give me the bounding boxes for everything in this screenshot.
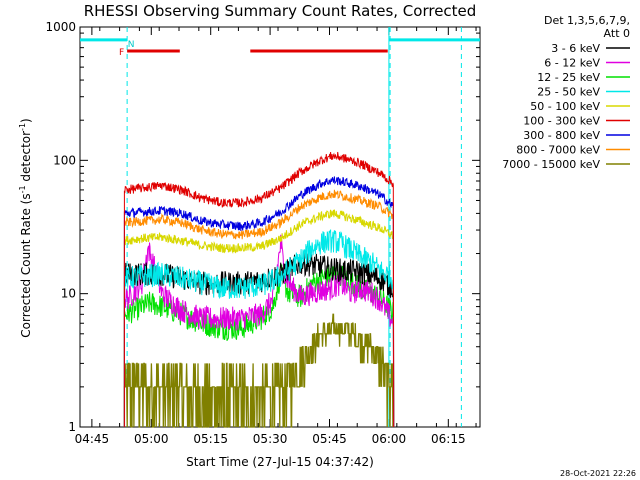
y-tick-label: 1000 (45, 20, 76, 34)
series-line-100-300-keV (123, 151, 395, 428)
series-line-12-25-keV (123, 263, 395, 428)
flag-label: F (119, 48, 124, 58)
x-tick-label: 05:45 (312, 432, 347, 446)
timestamp: 28-Oct-2021 22:26 (560, 469, 636, 478)
legend-header-line2: Att 0 (604, 27, 630, 40)
x-tick-label: 04:45 (75, 432, 110, 446)
x-tick-label: 06:00 (372, 432, 407, 446)
y-label-sup2: -1 (18, 123, 27, 131)
x-tick-label: 06:15 (431, 432, 466, 446)
series-line-25-50-keV (123, 229, 395, 428)
y-label-end: ) (19, 118, 33, 123)
legend-label: 100 - 300 keV (523, 115, 600, 128)
series-line-800-7000-keV (123, 189, 395, 428)
x-tick-label: 05:30 (253, 432, 288, 446)
chart-title: RHESSI Observing Summary Count Rates, Co… (84, 2, 477, 20)
legend-label: 800 - 7000 keV (516, 144, 600, 157)
legend: Det 1,3,5,6,7,9, Att 0 3 - 6 keV 6 - 12 k… (502, 14, 630, 171)
series-line-300-800-keV (123, 176, 395, 428)
y-axis-label: Corrected Count Rate (s-1 detector-1) (18, 118, 33, 337)
legend-label: 12 - 25 keV (537, 71, 600, 84)
x-axis-label: Start Time (27-Jul-15 04:37:42) (186, 455, 374, 469)
legend-label: 25 - 50 keV (537, 86, 600, 99)
series-line-6-12-keV (123, 234, 395, 428)
legend-header-line1: Det 1,3,5,6,7,9, (544, 14, 630, 27)
legend-label: 300 - 800 keV (523, 129, 600, 142)
flag-label: N (128, 40, 135, 50)
x-tick-label: 05:15 (193, 432, 228, 446)
x-tick-label: 05:00 (134, 432, 169, 446)
series-line-50-100-keV (123, 209, 395, 428)
svg-text:Corrected Count Rate (s-1 dete: Corrected Count Rate (s-1 detector-1) (18, 118, 33, 337)
y-tick-label: 1 (68, 420, 76, 434)
legend-label: 3 - 6 keV (551, 42, 600, 55)
legend-label: 6 - 12 keV (544, 57, 600, 70)
y-tick-label: 100 (53, 153, 76, 167)
y-label-sup1: -1 (18, 185, 27, 193)
plot-area: 1 10 100 1000 04:45 05:00 05:15 05:30 05:45 06:00… (45, 20, 481, 446)
y-label-main: Corrected Count Rate (s (19, 193, 33, 337)
legend-label: 50 - 100 keV (530, 100, 600, 113)
y-tick-label: 10 (61, 287, 76, 301)
y-label-mid: detector (19, 131, 33, 186)
series-line-7000-15000-keV (123, 313, 395, 428)
legend-label: 7000 - 15000 keV (502, 158, 600, 171)
